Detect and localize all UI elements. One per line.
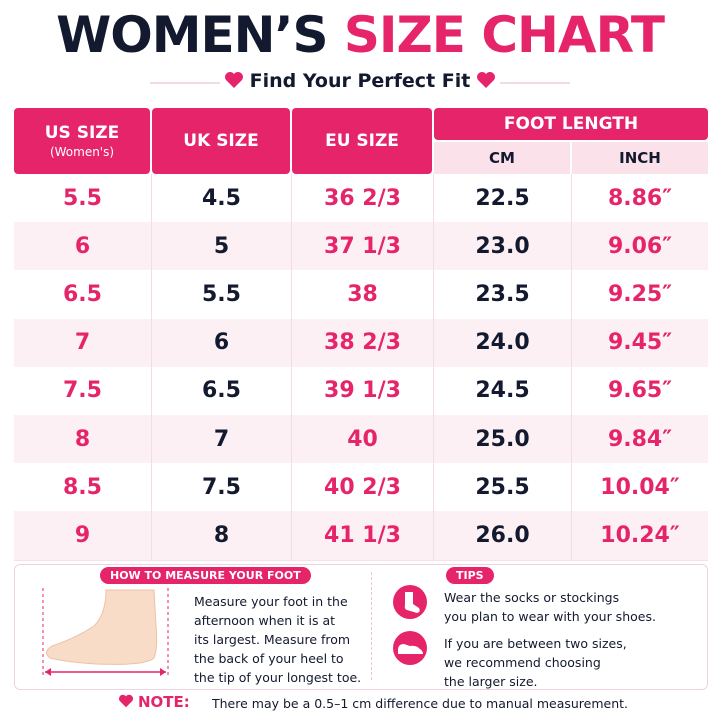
row-bg xyxy=(14,318,708,368)
note-text: There may be a 0.5–1 cm difference due t… xyxy=(212,696,629,711)
header-subtext: (Women's) xyxy=(49,145,115,159)
foot-illustration xyxy=(42,588,169,678)
table-cell: 39 1/3 xyxy=(292,366,434,415)
title-part: WOMEN’S xyxy=(56,6,328,64)
measure-line: Measure your foot in the xyxy=(194,594,348,609)
subheader-cell: INCH xyxy=(572,142,708,174)
tip: If you are between two sizes, we recommen… xyxy=(444,634,656,691)
subheader-cell: CM xyxy=(434,142,570,174)
subtitle: Find Your Perfect Fit xyxy=(0,70,720,92)
tip-line: you plan to wear with your shoes. xyxy=(444,609,656,624)
measure-text: Measure your foot in the afternoon when i… xyxy=(194,592,361,687)
table-cell: 22.5 xyxy=(434,174,572,223)
tip-icons xyxy=(393,585,427,665)
header-cell: UK SIZE xyxy=(152,108,290,174)
measure-title: HOW TO MEASURE YOUR FOOT xyxy=(100,567,311,584)
tip: Wear the socks or stockings you plan to w… xyxy=(444,588,656,626)
table-cell: 23.0 xyxy=(434,222,572,271)
tips-text: Wear the socks or stockings you plan to w… xyxy=(444,588,656,691)
header-cell: EU SIZE xyxy=(292,108,432,174)
heart-icon xyxy=(119,694,133,708)
table-cell: 7.5 xyxy=(14,366,152,415)
row-bg xyxy=(14,366,708,416)
table-cell: 5.5 xyxy=(14,174,152,223)
table-cell: 26.0 xyxy=(434,511,572,560)
table-cell: 24.0 xyxy=(434,318,572,367)
measure-line: its largest. Measure from xyxy=(194,632,351,647)
divider xyxy=(371,572,373,680)
heart-icon xyxy=(477,72,496,88)
measure-line: afternoon when it is at xyxy=(194,613,336,628)
tip-line: we recommend choosing xyxy=(444,655,601,670)
table-cell: 6 xyxy=(152,318,292,367)
table-cell: 37 1/3 xyxy=(292,222,434,271)
table-cell: 41 1/3 xyxy=(292,511,434,560)
measure-line: the tip of your longest toe. xyxy=(194,670,362,685)
table-cell: 24.5 xyxy=(434,366,572,415)
table-cell: 7 xyxy=(152,415,292,464)
table-cell: 8 xyxy=(14,415,152,464)
note-label: NOTE: xyxy=(118,693,190,711)
table-cell: 40 2/3 xyxy=(292,463,434,512)
table-cell: 36 2/3 xyxy=(292,174,434,223)
table-cell: 10.24″ xyxy=(600,522,680,548)
table-cell: 38 xyxy=(292,270,434,319)
table-cell: 9 xyxy=(14,511,152,560)
table-cell: 5 xyxy=(152,222,292,271)
table-cell: 8 xyxy=(152,511,292,560)
table-cell: 9.06″ xyxy=(607,233,673,259)
table-cell: 40 xyxy=(292,415,434,464)
table-cell: 6.5 xyxy=(14,270,152,319)
table-cell: 6.5 xyxy=(152,366,292,415)
row-bg xyxy=(14,511,708,561)
table-cell: 25.5 xyxy=(434,463,572,512)
table-cell: 9.25″ xyxy=(607,281,673,307)
table-cell: 7.5 xyxy=(152,463,292,512)
table-cell: 5.5 xyxy=(152,270,292,319)
tips-title: TIPS xyxy=(446,567,494,584)
row-bg xyxy=(14,270,708,320)
table-cell: 8.86″ xyxy=(607,185,673,211)
header-text: US SIZE xyxy=(44,123,120,143)
subtitle-text: Find Your Perfect Fit xyxy=(249,70,471,92)
table-cell: 25.0 xyxy=(434,415,572,464)
title-part: SIZE CHART xyxy=(343,6,665,64)
table-cell: 23.5 xyxy=(434,270,572,319)
tip-line: Wear the socks or stockings xyxy=(444,590,620,605)
table-cell: 4.5 xyxy=(152,174,292,223)
table-cell: 7 xyxy=(14,318,152,367)
table-cell: 6 xyxy=(14,222,152,271)
note-label-text: NOTE: xyxy=(138,693,190,711)
header-cell: US SIZE (Women's) xyxy=(14,108,150,174)
subtitle-rule xyxy=(150,82,570,84)
measure-line: the back of your heel to xyxy=(194,651,344,666)
title: WOMEN’S SIZE CHART xyxy=(0,6,720,64)
table-cell: 38 2/3 xyxy=(292,318,434,367)
heart-icon xyxy=(224,72,243,88)
header-cell: FOOT LENGTH xyxy=(434,108,708,140)
table-cell: 9.65″ xyxy=(607,378,673,404)
table-cell: 9.45″ xyxy=(607,330,673,356)
table-cell: 10.04″ xyxy=(600,474,680,500)
tip-line: the larger size. xyxy=(444,674,538,689)
tip-line: If you are between two sizes, xyxy=(444,636,627,651)
table-cell: 8.5 xyxy=(14,463,152,512)
table-cell: 9.84″ xyxy=(607,426,673,452)
